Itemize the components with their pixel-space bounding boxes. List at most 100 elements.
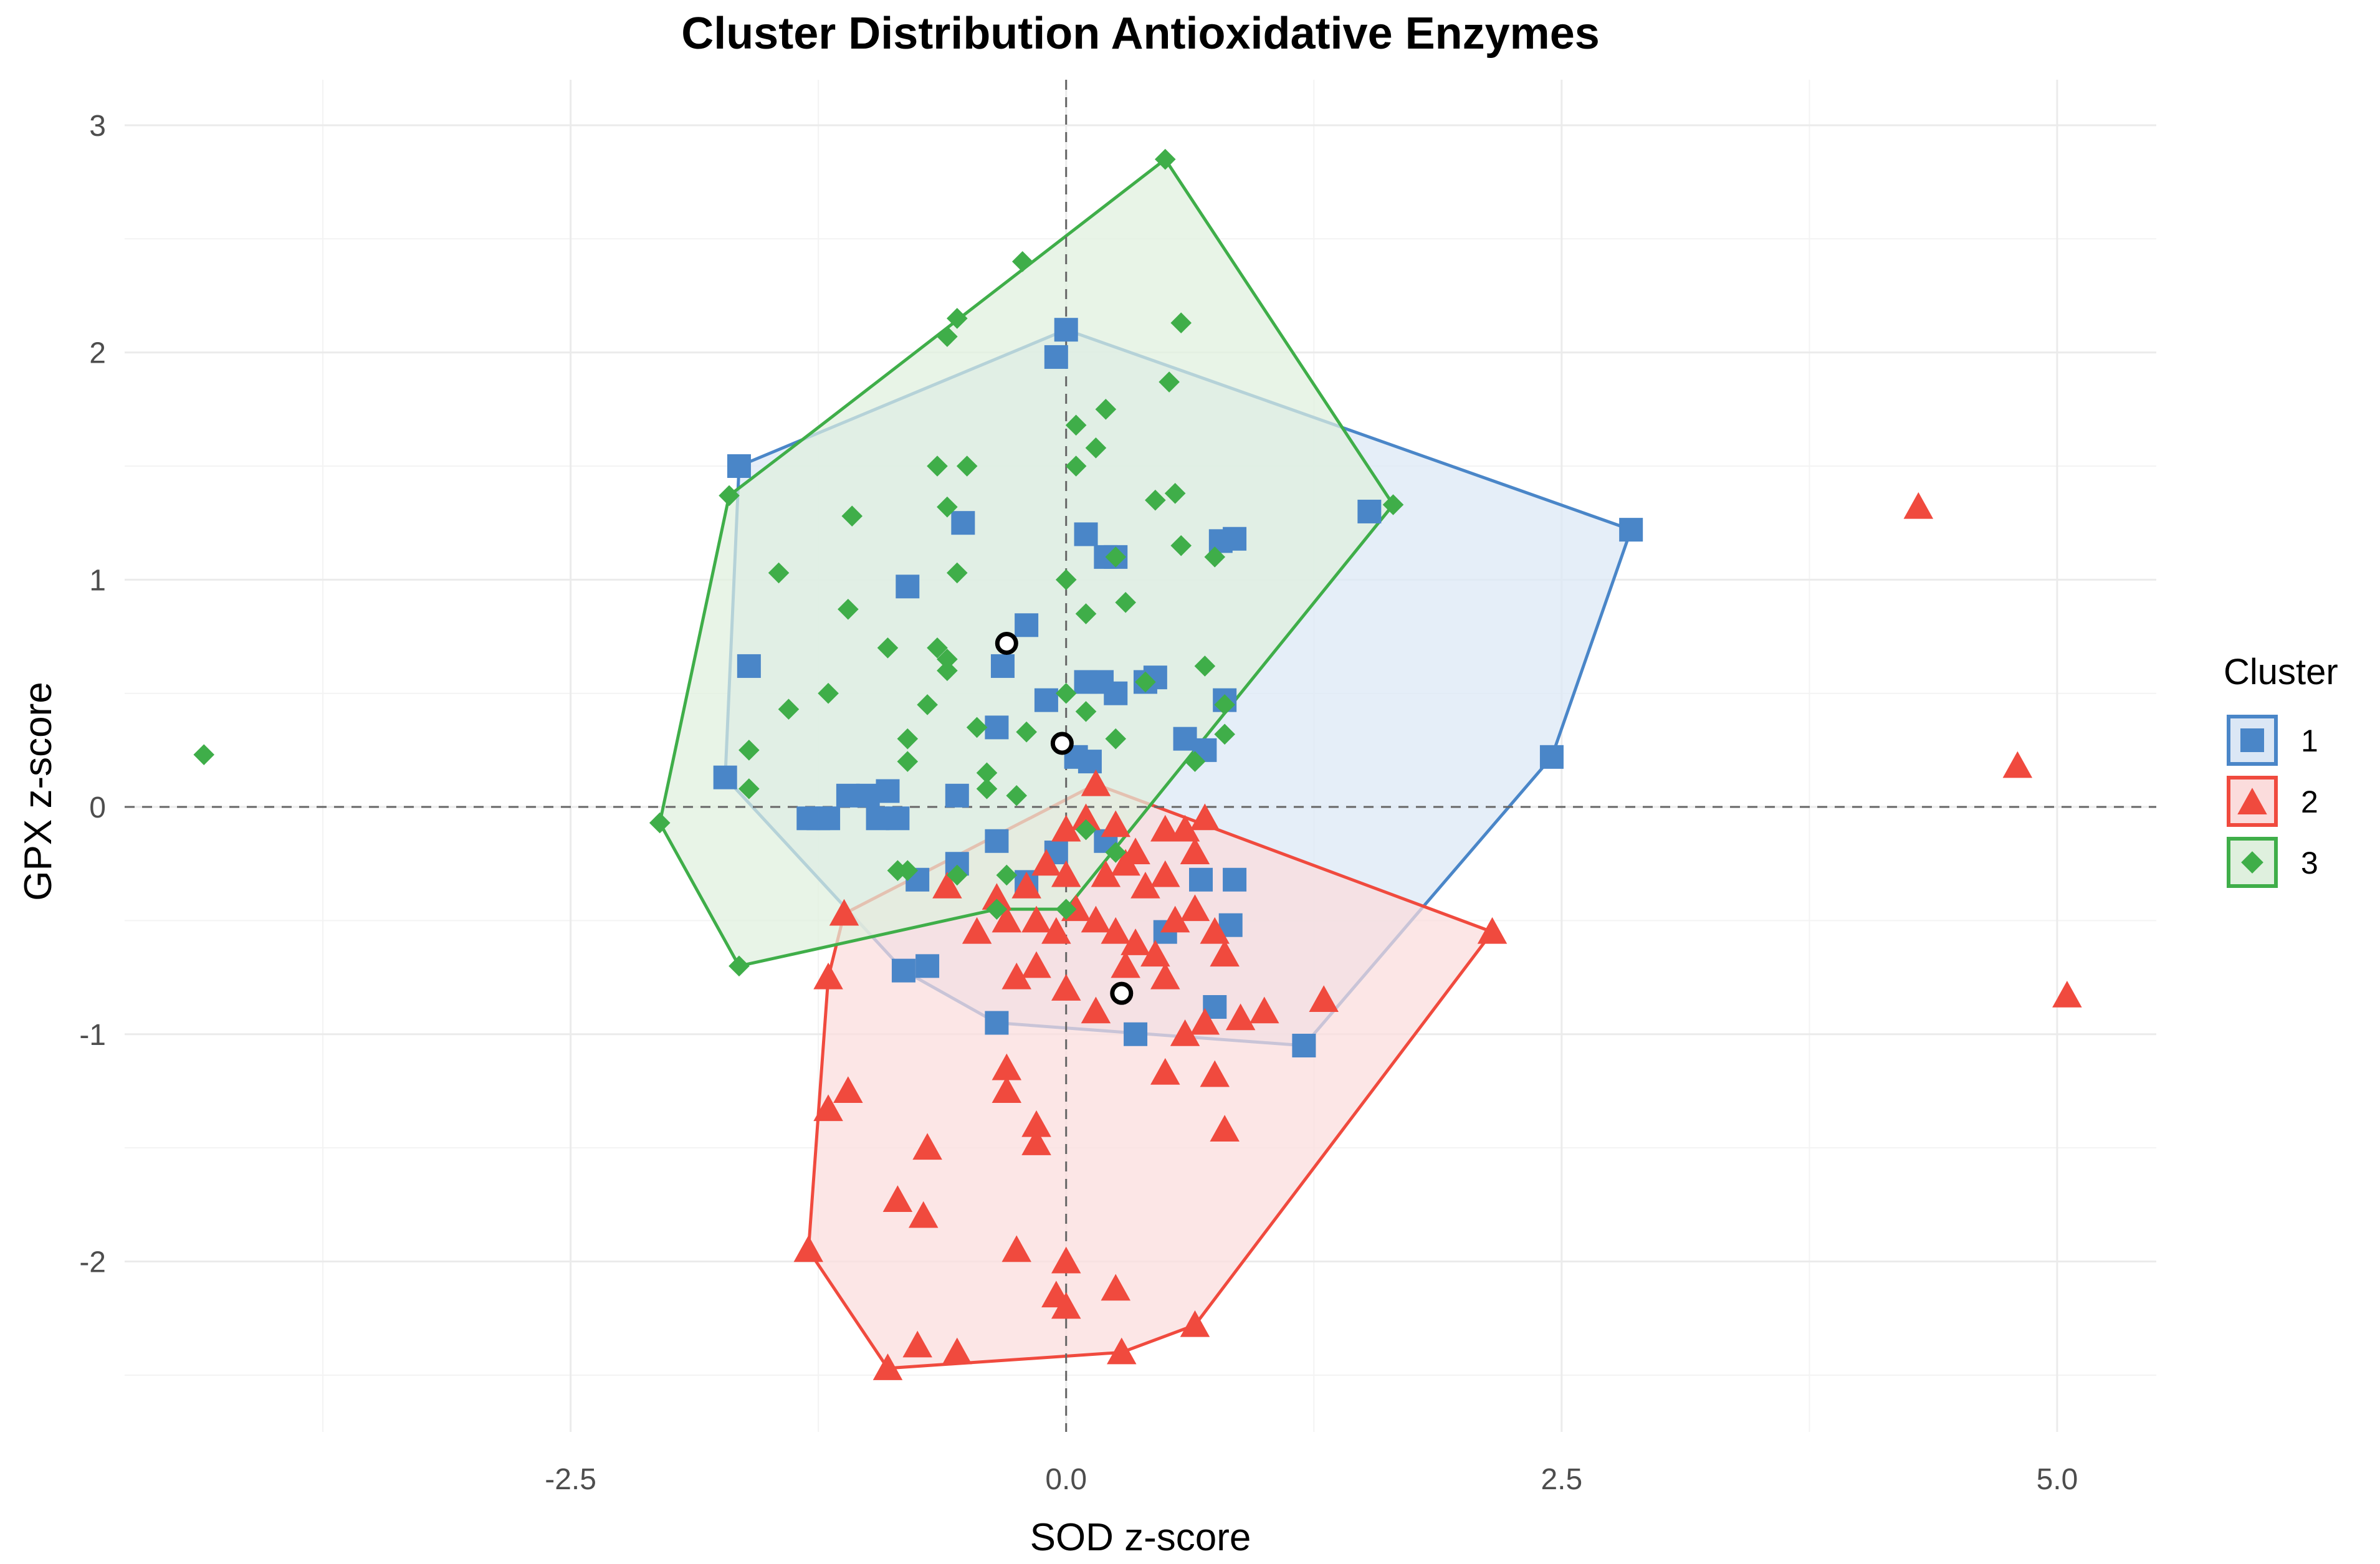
cluster-2-point: [1021, 905, 1051, 933]
y-tick-labels: -2 -1 0 1 2 3: [79, 110, 106, 1279]
cluster-3-point: [1065, 414, 1087, 436]
cluster-2-point: [1041, 917, 1071, 944]
cluster-2-point: [2052, 981, 2082, 1008]
legend-label: 3: [2301, 846, 2318, 880]
cluster-3-point: [897, 751, 919, 772]
cluster-2-point: [1190, 1008, 1220, 1035]
cluster-1-point: [1223, 867, 1247, 892]
cluster-3-point: [1135, 671, 1156, 693]
cluster-3-point: [947, 864, 968, 886]
cluster-2-point: [1903, 492, 1934, 519]
cluster-2-point: [942, 1337, 972, 1365]
cluster-2-point: [813, 962, 843, 989]
legend-label: 2: [2301, 784, 2318, 819]
cluster-2-point: [1021, 1110, 1051, 1137]
cluster-3-point: [1204, 546, 1226, 568]
cluster-1-point: [1189, 867, 1213, 892]
cluster-2-point: [1150, 1058, 1180, 1085]
cluster-hulls: [658, 158, 1633, 1370]
cluster-2-point: [932, 871, 962, 899]
cluster-2-point: [1150, 860, 1180, 887]
cluster-3-point: [937, 326, 958, 347]
x-axis-title: SOD z-score: [1030, 1516, 1251, 1559]
cluster-3-point: [897, 860, 919, 881]
y-tick-label: 1: [89, 564, 106, 597]
cluster-2-point: [992, 1076, 1022, 1103]
cluster-3-point: [966, 717, 988, 738]
cluster-1-point: [985, 715, 1009, 740]
cluster-3-point: [996, 864, 1018, 886]
cluster-2-point: [912, 1133, 942, 1160]
cluster-2-point: [1190, 803, 1220, 831]
cluster-3-point: [738, 778, 760, 799]
cluster-2-point: [833, 1076, 863, 1103]
cluster-2-point: [793, 1235, 824, 1262]
cluster-2-point: [1225, 1003, 1256, 1031]
cluster-2-point: [1170, 1019, 1200, 1046]
cluster-2-point: [1051, 974, 1081, 1001]
cluster-1-point: [1173, 727, 1197, 751]
cluster-3-point: [1075, 603, 1097, 624]
cluster-3-point: [1145, 489, 1166, 511]
cluster-3-point: [1170, 312, 1192, 334]
cluster-1-point: [1124, 1022, 1148, 1046]
cluster-2-point: [1180, 1310, 1210, 1337]
cluster-2-point: [829, 899, 859, 926]
cluster-3-point: [976, 778, 998, 799]
cluster-2-point: [1170, 814, 1200, 842]
legend-label: 1: [2301, 723, 2318, 758]
cluster-3-point: [1214, 723, 1235, 745]
cluster-2-point: [1081, 996, 1111, 1024]
cluster-1-point: [945, 783, 969, 808]
cluster-2-point: [1051, 860, 1081, 887]
cluster-1-point: [1292, 1034, 1316, 1057]
cluster-2-point: [1021, 1128, 1051, 1155]
cluster-1-point: [886, 806, 910, 831]
cluster-2-point: [1180, 837, 1210, 864]
cluster-1-point: [1015, 613, 1039, 637]
cluster-1-point: [836, 783, 860, 808]
cluster-3-point: [1075, 819, 1097, 841]
cluster-1-point: [1044, 345, 1068, 369]
cluster-3-point: [1075, 701, 1097, 722]
cluster-3-point: [738, 740, 760, 761]
y-tick-label: 2: [89, 337, 106, 370]
cluster-2-point: [1107, 1337, 1137, 1365]
legend-key: [2227, 837, 2278, 888]
cluster-2-point: [1091, 860, 1121, 887]
cluster-3-point: [649, 812, 671, 834]
cluster-3-point: [937, 649, 958, 670]
cluster-2-point: [1210, 940, 1240, 967]
cluster-3-point: [1154, 148, 1176, 170]
cluster-3-point: [1105, 842, 1127, 863]
cluster-2-point: [1001, 962, 1031, 989]
y-tick-label: -1: [79, 1019, 106, 1052]
chart-title: Cluster Distribution Antioxidative Enzym…: [681, 9, 1600, 59]
cluster-3-point: [1105, 728, 1127, 750]
cluster-2-point: [1051, 814, 1081, 842]
cluster-3-point: [1170, 535, 1192, 556]
cluster-3-point: [956, 455, 978, 477]
legend-item-2: 2: [2227, 776, 2318, 827]
cluster-2-point: [1111, 951, 1140, 978]
cluster-1-point: [1074, 522, 1098, 546]
cluster-3-point: [1085, 437, 1107, 459]
cluster-1-point: [1357, 499, 1382, 523]
cluster-2-point: [1150, 962, 1180, 989]
cluster-2-point: [1200, 1060, 1230, 1087]
cluster-3-point: [768, 562, 790, 584]
cluster-3-point: [838, 598, 859, 620]
cluster-2-point: [1021, 951, 1051, 978]
legend-square-icon: [2240, 728, 2264, 752]
cluster-3-point: [927, 455, 948, 477]
cluster-3-point: [947, 562, 968, 584]
cluster-2-point: [982, 883, 1012, 910]
legend-triangle-icon: [2237, 788, 2267, 814]
cluster-3-point: [947, 308, 968, 329]
cluster-2-point: [1071, 803, 1101, 831]
cluster-2-point: [1309, 985, 1339, 1013]
cluster-1-point: [1054, 318, 1078, 342]
cluster-2-point: [1477, 917, 1508, 944]
legend-item-1: 1: [2227, 715, 2318, 766]
